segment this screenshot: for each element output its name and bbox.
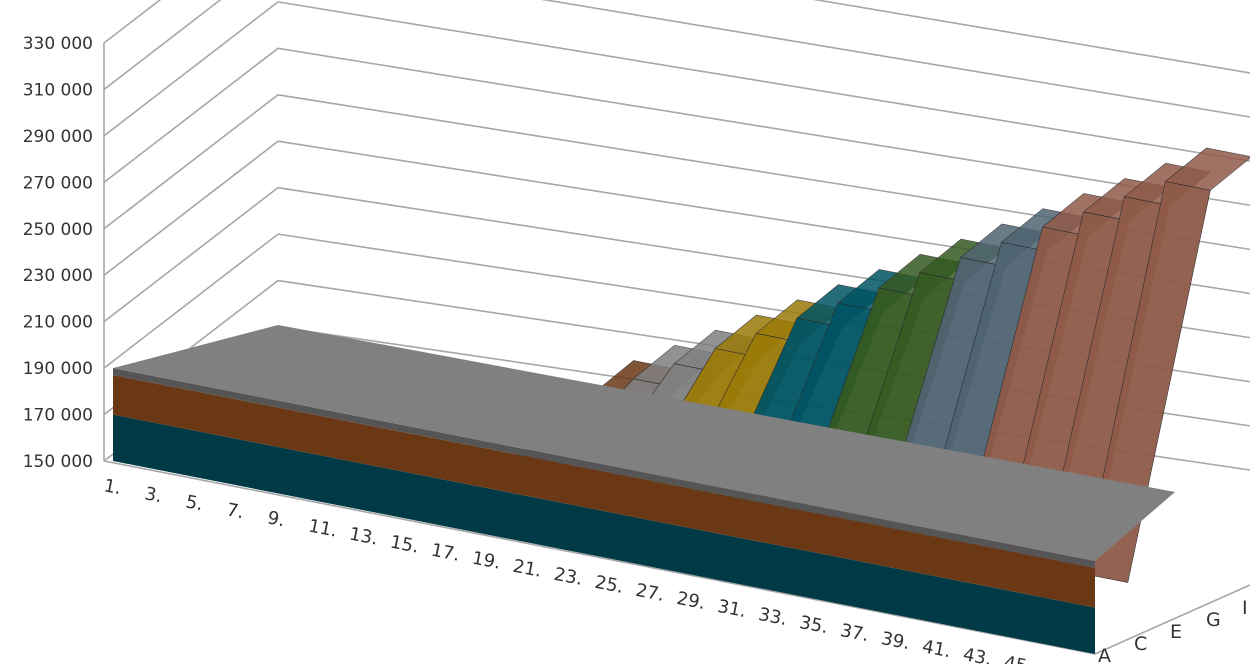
y-tick-label: 210 000 (23, 313, 93, 333)
gridline-left (103, 140, 279, 276)
front-wall-band (113, 375, 1095, 608)
x-tick-label: 3. (143, 483, 164, 507)
y-tick-label: 310 000 (23, 80, 93, 100)
x-tick-label: 7. (225, 499, 246, 523)
y-tick-label: 150 000 (23, 452, 93, 472)
x-tick-label: 37. (839, 620, 871, 646)
x-tick-label: 1. (102, 475, 123, 499)
y-tick-label: 190 000 (23, 359, 93, 379)
gridline-back (541, 0, 1250, 118)
y-tick-label: 330 000 (23, 34, 93, 54)
x-tick-label: 39. (879, 628, 911, 654)
y-tick-label: 170 000 (23, 406, 93, 426)
x-tick-label: 15. (388, 532, 420, 558)
x-tick-label: 23. (552, 564, 584, 590)
x-tick-label: 5. (184, 491, 205, 515)
y-tick-label: 290 000 (23, 127, 93, 147)
front-wall-top (113, 325, 1175, 562)
gridline-left (103, 187, 279, 323)
x-tick-label: 29. (675, 588, 707, 614)
x-tick-label: 19. (470, 548, 502, 574)
gridline-back (277, 1, 1250, 162)
x-tick-label: 33. (757, 604, 789, 630)
gridline-left (103, 94, 279, 230)
x-tick-label: 43. (961, 644, 993, 664)
surface-step-top (1164, 147, 1250, 191)
gridline-left (103, 1, 279, 137)
y-tick-label: 230 000 (23, 266, 93, 286)
gridline-back (277, 47, 1250, 207)
gridlines (103, 0, 1250, 655)
x-tick-label: 35. (798, 612, 830, 638)
x-tick-label: 25. (593, 572, 625, 598)
x-tick-label: 31. (716, 596, 748, 622)
series-tick-label: I (1242, 597, 1248, 619)
gridline-left (103, 0, 162, 44)
x-tick-label: 11. (307, 516, 339, 542)
series-tick-label: E (1170, 621, 1182, 643)
x-tick-label: 41. (920, 636, 952, 662)
y-tick-label: 250 000 (23, 220, 93, 240)
gridline-left (103, 47, 279, 183)
floor-right-edge (1094, 584, 1250, 655)
gridline-left (103, 0, 222, 91)
floor-front-edge (103, 460, 1096, 655)
series-tick-label: C (1134, 633, 1147, 655)
x-tick-label: 9. (266, 507, 287, 531)
x-tick-label: 45. (1002, 652, 1034, 664)
y-tick-label: 270 000 (23, 173, 93, 193)
series-tick-label: A (1098, 645, 1111, 664)
front-wall-band (113, 368, 1095, 569)
gridline-back (812, 0, 1250, 74)
front-series-wall (113, 325, 1175, 654)
x-tick-label: 21. (511, 556, 543, 582)
series-tick-label: G (1206, 609, 1221, 631)
x-tick-label: 13. (348, 524, 380, 550)
gridline-left (103, 233, 279, 369)
front-wall-band (113, 414, 1095, 654)
x-tick-label: 47. (1043, 660, 1075, 664)
x-tick-label: 17. (429, 540, 461, 566)
x-tick-label: 27. (634, 580, 666, 606)
